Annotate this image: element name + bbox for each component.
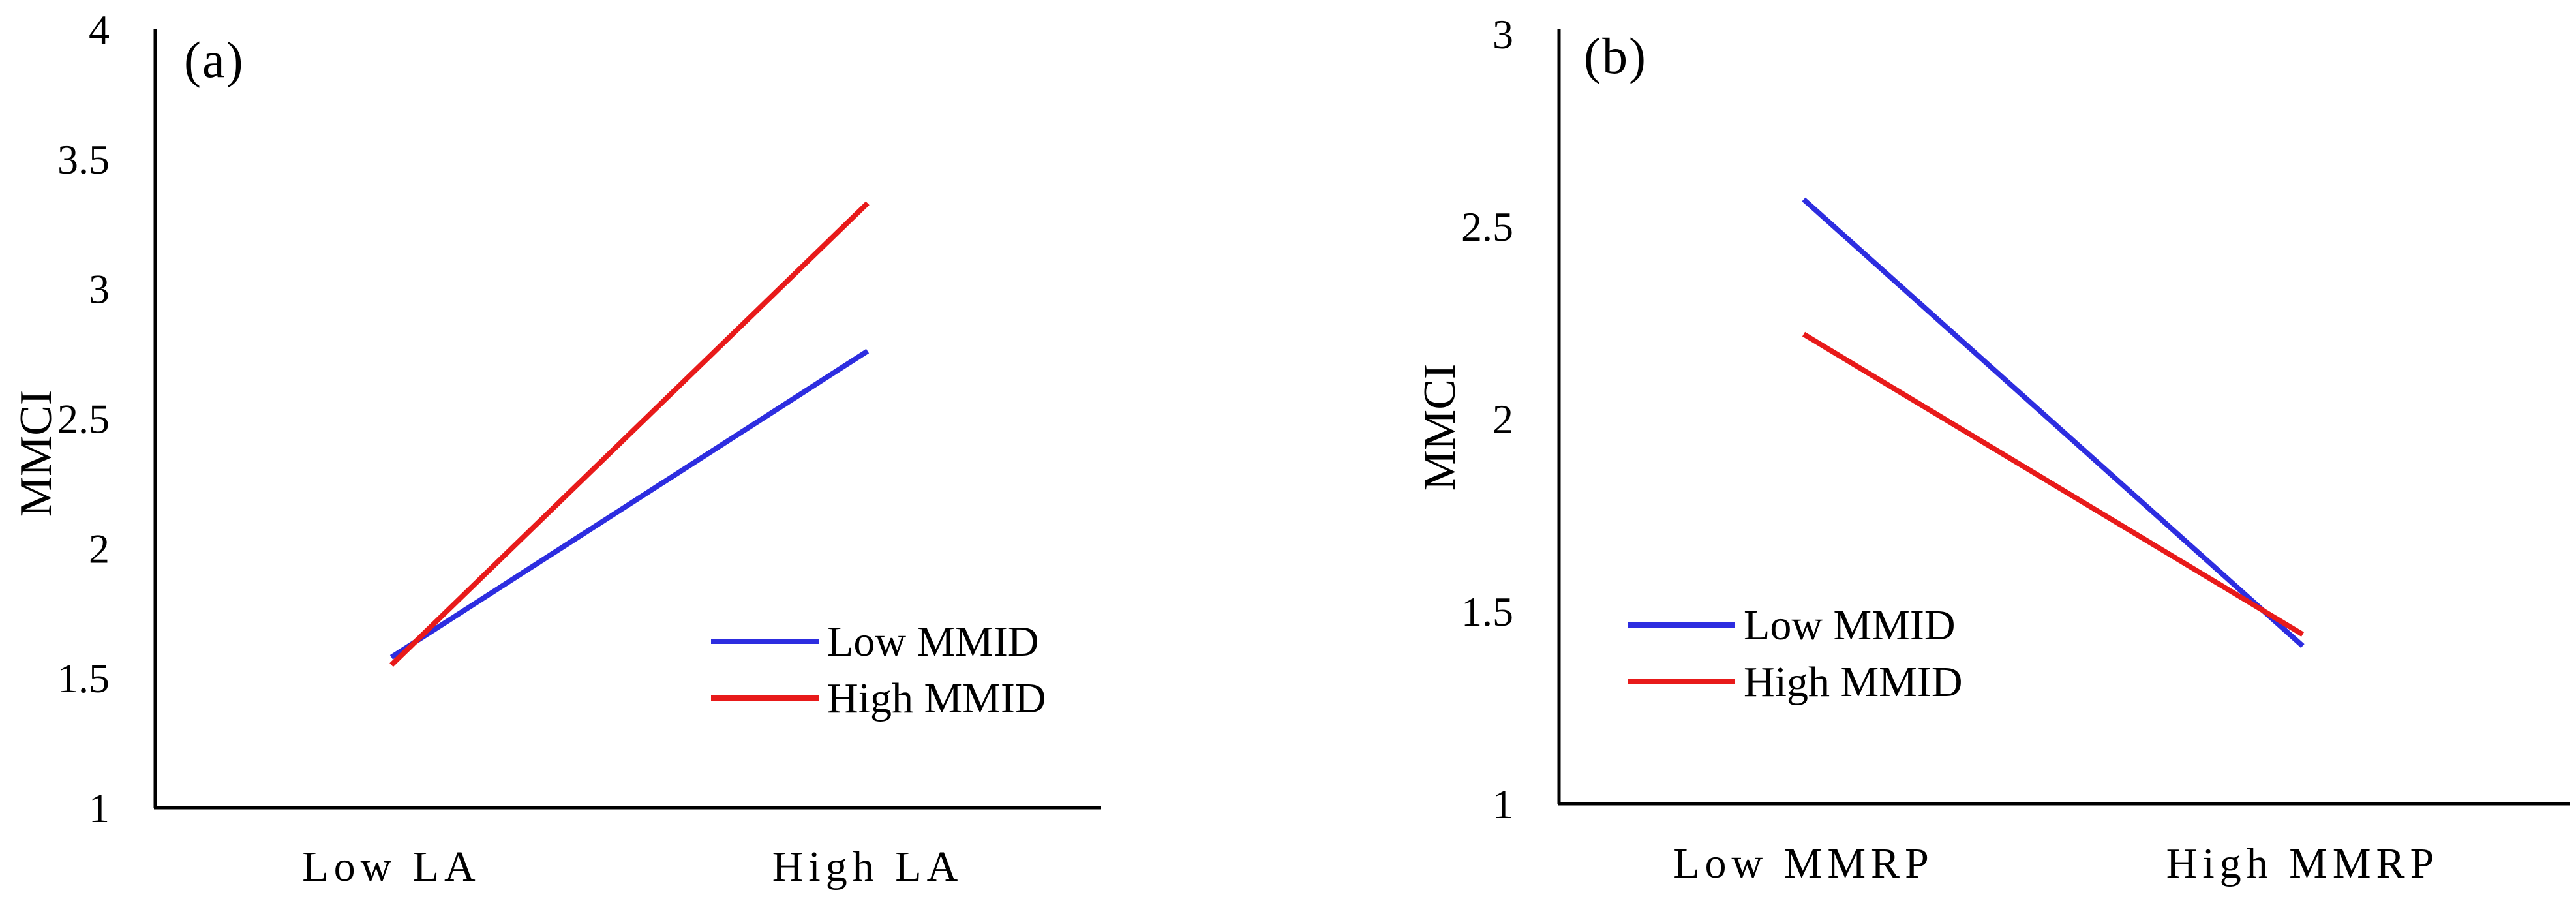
panel-b-x-category-high: High MMRP xyxy=(2166,840,2440,887)
panel-b-label: (b) xyxy=(1584,27,1647,84)
panel-b-y-tick-label-4: 3 xyxy=(1493,11,1513,57)
panel-a-lines xyxy=(389,201,870,667)
panel-b-y-tick-label-0: 1 xyxy=(1493,781,1513,827)
panel-a-legend: Low MMID High MMID xyxy=(711,618,1046,722)
panel-b-y-axis-title: MMCI xyxy=(1415,364,1465,491)
panel-a-y-tick-label-6: 4 xyxy=(89,7,110,53)
panel-a-y-tick-label-3: 2.5 xyxy=(57,396,110,442)
panel-a-y-tick-label-4: 3 xyxy=(89,266,110,313)
panel-b-y-tick-label-1: 1.5 xyxy=(1461,588,1513,635)
chart-panel-b: 1 1.5 2 2.5 3 MMCI (b) Low MMRP High MMRP Lo… xyxy=(1415,11,2570,887)
panel-a-y-ticks: 1 1.5 2 2.5 3 3.5 4 xyxy=(57,7,110,831)
chart-panel-a: 1 1.5 2 2.5 3 3.5 4 MMCI (a) Low LA High LA Lo… xyxy=(11,7,1101,891)
panel-b-legend: Low MMID High MMID xyxy=(1628,602,1963,706)
panel-a-y-tick-label-0: 1 xyxy=(89,785,110,831)
panel-a-x-category-high: High LA xyxy=(772,843,963,891)
panel-a-label: (a) xyxy=(184,31,245,88)
panel-b-y-tick-label-3: 2.5 xyxy=(1461,204,1513,250)
panel-a-x-category-low: Low LA xyxy=(302,843,480,891)
panel-a-legend-label-low: Low MMID xyxy=(827,618,1039,665)
panel-a-y-tick-label-5: 3.5 xyxy=(57,136,110,183)
panel-a-y-tick-label-1: 1.5 xyxy=(57,655,110,701)
panel-b-lines xyxy=(1802,197,2305,649)
panel-a-y-axis-title: MMCI xyxy=(11,390,61,517)
panel-b-y-ticks: 1 1.5 2 2.5 3 xyxy=(1461,11,1513,827)
panel-b-series-line-low-mmid xyxy=(1802,197,2305,649)
panel-a-series-line-high-mmid xyxy=(389,201,870,667)
panel-b-x-category-low: Low MMRP xyxy=(1673,840,1934,887)
panel-a-series-line-low-mmid xyxy=(389,348,870,660)
panel-a-legend-label-high: High MMID xyxy=(827,675,1046,722)
panel-a-y-tick-label-2: 2 xyxy=(89,525,110,572)
panel-b-series-line-high-mmid xyxy=(1802,331,2305,637)
panel-b-legend-label-low: Low MMID xyxy=(1744,602,1956,649)
panel-b-legend-label-high: High MMID xyxy=(1744,658,1963,706)
panel-b-y-tick-label-2: 2 xyxy=(1493,396,1513,442)
